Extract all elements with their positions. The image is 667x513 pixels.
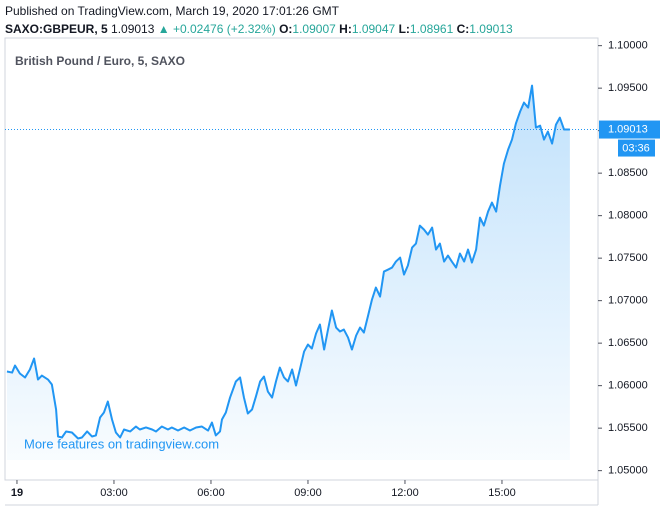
- ohlc-value: 1.08961: [410, 22, 454, 36]
- chart-title: British Pound / Euro, 5, SAXO: [15, 54, 185, 68]
- countdown: 03:36: [622, 142, 650, 154]
- y-tick-label: 1.08500: [608, 167, 648, 179]
- y-tick-label: 1.10000: [608, 40, 648, 52]
- y-tick-label: 1.06000: [608, 380, 648, 392]
- x-tick-label: 19: [11, 487, 23, 499]
- price-line: [6, 84, 570, 440]
- y-tick-label: 1.05000: [608, 465, 648, 477]
- x-tick-label: 12:00: [391, 487, 419, 499]
- last-price: 1.09013: [111, 22, 155, 36]
- y-tick-label: 1.07500: [608, 252, 648, 264]
- y-tick-label: 1.06500: [608, 337, 648, 349]
- x-tick-label: 06:00: [197, 487, 225, 499]
- ohlc-label: H:: [339, 22, 352, 36]
- x-tick-label: 15:00: [488, 487, 516, 499]
- area: [6, 85, 570, 460]
- watermark: More features on tradingview.com: [24, 436, 219, 451]
- x-tick-label: 09:00: [294, 487, 322, 499]
- ohlc-label: O:: [279, 22, 292, 36]
- y-tick-label: 1.07000: [608, 295, 648, 307]
- ohlc-value: 1.09007: [292, 22, 336, 36]
- y-tick-label: 1.09500: [608, 82, 648, 94]
- y-tick-label: 1.08000: [608, 210, 648, 222]
- countdown-box: [618, 139, 655, 157]
- ohlc-label: L:: [399, 22, 410, 36]
- x-tick-label: 03:00: [100, 487, 128, 499]
- y-tick-label: 1.05500: [608, 422, 648, 434]
- ohlc-value: 1.09047: [352, 22, 396, 36]
- change: ▲ +0.02476 (+2.32%): [158, 22, 276, 36]
- ohlc-value: 1.09013: [469, 22, 513, 36]
- symbol: SAXO:GBPEUR, 5: [5, 22, 108, 36]
- price-label-box: [599, 120, 660, 139]
- published-note: Published on TradingView.com, March 19, …: [5, 4, 340, 18]
- price-label: 1.09013: [608, 123, 648, 135]
- symbol-line: SAXO:GBPEUR, 5 1.09013 ▲ +0.02476 (+2.32…: [5, 22, 513, 36]
- ohlc-label: C:: [457, 22, 470, 36]
